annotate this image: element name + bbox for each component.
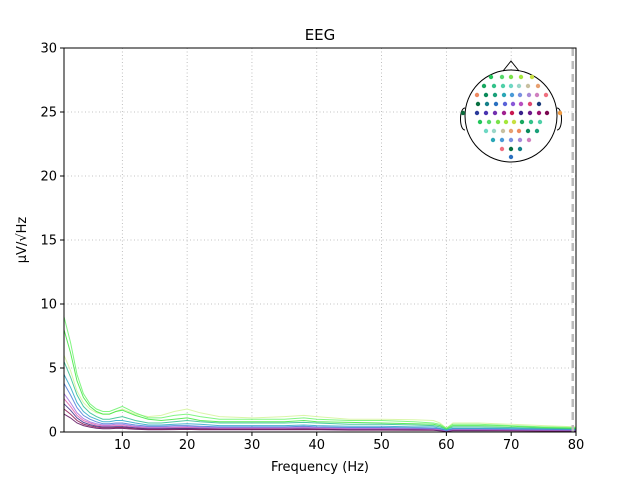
- sensor-dot: [529, 74, 535, 80]
- sensor-dot: [508, 146, 514, 152]
- sensor-dot: [486, 119, 492, 125]
- sensor-dot: [460, 110, 466, 116]
- sensor-dot: [502, 101, 508, 107]
- sensor-dot: [516, 83, 522, 89]
- x-tick-label: 30: [244, 438, 261, 453]
- sensor-dot: [508, 74, 514, 80]
- y-tick-label: 20: [40, 170, 57, 185]
- sensor-dot: [491, 128, 497, 134]
- sensor-dot: [536, 101, 542, 107]
- sensor-dot: [483, 128, 489, 134]
- sensor-dot: [500, 83, 506, 89]
- sensor-dot: [499, 146, 505, 152]
- sensor-dot: [492, 110, 498, 116]
- x-tick-label: 50: [373, 438, 390, 453]
- sensor-dot: [509, 92, 515, 98]
- chart-title: EEG: [305, 26, 336, 44]
- x-tick-label: 40: [308, 438, 325, 453]
- y-tick-label: 25: [40, 106, 57, 121]
- x-tick-label: 80: [568, 438, 585, 453]
- sensor-dot: [526, 92, 532, 98]
- sensor-dot: [517, 92, 523, 98]
- sensor-dot: [508, 128, 514, 134]
- psd-series-line: [63, 374, 577, 431]
- sensor-dot: [526, 137, 532, 143]
- sensor-dot: [518, 101, 524, 107]
- sensor-dot: [528, 119, 534, 125]
- sensor-dot: [499, 137, 505, 143]
- sensor-dot: [527, 101, 533, 107]
- y-tick-label: 30: [40, 42, 57, 57]
- sensor-topomap-inset: [460, 60, 563, 163]
- sensor-dot: [483, 92, 489, 98]
- sensor-dots: [460, 74, 563, 160]
- sensor-dot: [510, 101, 516, 107]
- head-outline: [464, 69, 558, 163]
- sensor-dot: [535, 83, 541, 89]
- y-tick-label: 0: [49, 426, 57, 441]
- sensor-dot: [492, 92, 498, 98]
- sensor-dot: [518, 110, 524, 116]
- y-tick-label: 5: [49, 362, 57, 377]
- sensor-dot: [474, 92, 480, 98]
- sensor-dot: [490, 137, 496, 143]
- nose-outline: [502, 60, 520, 72]
- sensor-dot: [501, 92, 507, 98]
- sensor-dot: [543, 92, 549, 98]
- sensor-dot: [481, 83, 487, 89]
- sensor-dot: [491, 83, 497, 89]
- sensor-dot: [511, 119, 517, 125]
- x-axis-ticks: 10 20 30 40 50 60 70 80: [114, 432, 584, 453]
- x-tick-label: 70: [503, 438, 520, 453]
- psd-series-group: [63, 316, 577, 432]
- sensor-dot: [557, 110, 563, 116]
- sensor-dot: [508, 83, 514, 89]
- x-axis-label: Frequency (Hz): [271, 460, 369, 475]
- sensor-dot: [483, 110, 489, 116]
- sensor-dot: [474, 110, 480, 116]
- right-ear-outline: [556, 107, 562, 131]
- sensor-dot: [484, 101, 490, 107]
- sensor-dot: [537, 119, 543, 125]
- sensor-dot: [508, 137, 514, 143]
- x-tick-label: 10: [114, 438, 131, 453]
- x-tick-label: 60: [438, 438, 455, 453]
- sensor-dot: [475, 101, 481, 107]
- sensor-dot: [493, 101, 499, 107]
- sensor-dot: [536, 110, 542, 116]
- sensor-dot: [488, 74, 494, 80]
- y-tick-label: 15: [40, 234, 57, 249]
- sensor-dot: [527, 110, 533, 116]
- sensor-dot: [519, 119, 525, 125]
- left-ear-outline: [460, 107, 466, 131]
- sensor-dot: [517, 137, 523, 143]
- psd-series-line: [63, 329, 577, 430]
- sensor-dot: [525, 83, 531, 89]
- y-axis-ticks: 0 5 10 15 20 25 30: [40, 42, 64, 441]
- sensor-dot: [517, 146, 523, 152]
- sensor-dot: [534, 128, 540, 134]
- x-tick-label: 20: [179, 438, 196, 453]
- sensor-dot: [503, 119, 509, 125]
- psd-series-line: [63, 361, 577, 430]
- sensor-dot: [499, 74, 505, 80]
- sensor-dot: [508, 154, 514, 160]
- psd-series-line: [63, 316, 577, 429]
- sensor-dot: [477, 119, 483, 125]
- sensor-dot: [534, 92, 540, 98]
- sensor-dot: [518, 74, 524, 80]
- sensor-dot: [544, 110, 550, 116]
- sensor-dot: [501, 110, 507, 116]
- sensor-dot: [516, 128, 522, 134]
- sensor-dot: [495, 119, 501, 125]
- sensor-dot: [509, 110, 515, 116]
- y-axis-label: µV/√Hz: [15, 217, 30, 264]
- y-tick-label: 10: [40, 298, 57, 313]
- sensor-dot: [525, 128, 531, 134]
- sensor-dot: [500, 128, 506, 134]
